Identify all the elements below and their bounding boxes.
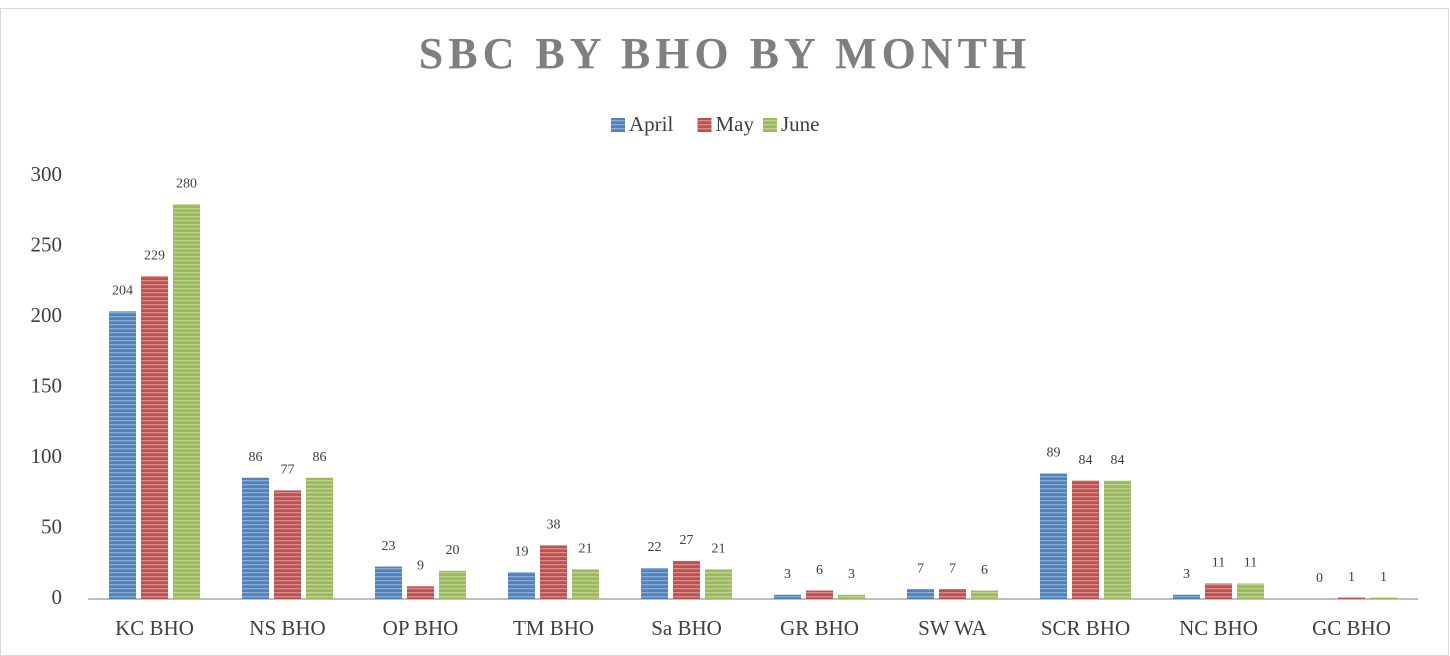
bar	[439, 570, 466, 599]
value-label: 204	[112, 284, 133, 299]
value-label: 0	[1316, 571, 1323, 586]
bar	[939, 589, 966, 599]
y-tick-label: 0	[52, 585, 63, 609]
bar	[540, 545, 567, 599]
legend-label: April	[629, 112, 673, 136]
value-label: 3	[784, 567, 791, 582]
value-label: 86	[313, 450, 327, 465]
value-label: 11	[1244, 556, 1257, 571]
x-tick-label: TM BHO	[513, 616, 594, 640]
value-label: 27	[680, 533, 694, 548]
value-label: 77	[281, 463, 295, 478]
bar	[705, 569, 732, 599]
legend-swatch	[763, 118, 777, 132]
bar	[1104, 480, 1131, 599]
bar	[274, 490, 301, 599]
value-label: 229	[144, 248, 165, 263]
bar	[109, 311, 136, 599]
value-label: 38	[547, 518, 561, 533]
value-label: 9	[417, 559, 424, 574]
bar	[1040, 473, 1067, 599]
value-label: 20	[446, 543, 460, 558]
value-label: 7	[917, 561, 924, 576]
bar	[242, 477, 269, 599]
value-label: 89	[1047, 446, 1061, 461]
chart-title: SBC BY BHO BY MONTH	[419, 29, 1031, 78]
bar	[306, 477, 333, 599]
bar	[141, 276, 168, 599]
value-label: 1	[1348, 570, 1355, 585]
value-label: 84	[1079, 453, 1093, 468]
bar	[907, 589, 934, 599]
bar	[407, 586, 434, 599]
legend-swatch	[697, 118, 712, 132]
bar	[1072, 480, 1099, 599]
y-tick-label: 50	[41, 514, 62, 538]
value-label: 6	[981, 563, 988, 578]
x-tick-label: NS BHO	[249, 616, 325, 640]
bar	[806, 590, 833, 599]
x-tick-label: GC BHO	[1312, 616, 1391, 640]
x-tick-label: GR BHO	[780, 616, 859, 640]
legend-swatch	[611, 118, 625, 132]
bar	[572, 569, 599, 599]
bar	[1205, 583, 1232, 599]
legend-label: June	[781, 112, 820, 136]
value-label: 21	[579, 542, 593, 557]
y-tick-label: 250	[31, 232, 63, 256]
value-label: 3	[848, 567, 855, 582]
value-label: 84	[1111, 453, 1125, 468]
bar	[1237, 583, 1264, 599]
y-tick-label: 150	[31, 373, 63, 397]
bar	[641, 567, 668, 599]
bar	[173, 204, 200, 599]
x-tick-label: OP BHO	[383, 616, 459, 640]
value-label: 86	[249, 450, 263, 465]
x-tick-label: NC BHO	[1179, 616, 1258, 640]
bar	[673, 560, 700, 599]
value-label: 11	[1212, 556, 1225, 571]
value-label: 6	[816, 563, 823, 578]
y-tick-label: 300	[31, 162, 63, 186]
bar	[375, 566, 402, 599]
bar	[1370, 597, 1397, 599]
x-tick-label: SW WA	[918, 616, 987, 640]
value-label: 7	[949, 561, 956, 576]
value-label: 21	[712, 542, 726, 557]
chart-border	[0, 8, 1449, 656]
legend-label: May	[716, 112, 755, 136]
x-tick-label: KC BHO	[115, 616, 194, 640]
value-label: 3	[1183, 567, 1190, 582]
bar	[838, 594, 865, 599]
y-tick-label: 200	[31, 303, 63, 327]
x-tick-label: SCR BHO	[1041, 616, 1130, 640]
y-tick-label: 100	[31, 444, 63, 468]
bar	[774, 594, 801, 599]
bar	[508, 572, 535, 599]
bar	[1173, 594, 1200, 599]
bar	[1338, 597, 1365, 599]
value-label: 19	[515, 544, 529, 559]
value-label: 22	[648, 540, 662, 555]
bar	[971, 590, 998, 599]
value-label: 23	[382, 539, 396, 554]
x-tick-label: Sa BHO	[651, 616, 722, 640]
value-label: 280	[176, 176, 197, 191]
value-label: 1	[1380, 570, 1387, 585]
